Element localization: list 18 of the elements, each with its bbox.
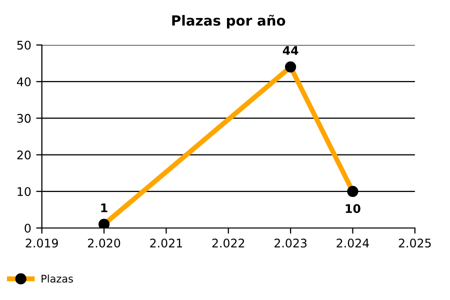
x-tick-label: 2.020 (88, 238, 120, 248)
y-tick-label: 30 (17, 114, 31, 123)
x-tick-label: 2.024 (336, 238, 369, 248)
data-label: 44 (282, 46, 298, 55)
x-tick-label: 2.021 (150, 238, 182, 248)
x-tick-label: 2.022 (212, 238, 244, 248)
y-tick-label: 20 (17, 150, 31, 160)
x-tick-label: 2.019 (26, 238, 58, 248)
data-label: 10 (346, 204, 360, 214)
y-tick-label: 50 (17, 40, 31, 50)
data-label: 1 (101, 204, 108, 212)
chart-title: Plazas por año (172, 14, 286, 28)
y-tick-label: 0 (24, 224, 31, 233)
x-tick-label: 2.023 (274, 238, 306, 248)
x-tick-label: 2.025 (398, 238, 431, 248)
y-tick-label: 10 (18, 187, 31, 196)
legend-label: Plazas (42, 274, 73, 283)
y-tick-label: 40 (16, 77, 31, 86)
